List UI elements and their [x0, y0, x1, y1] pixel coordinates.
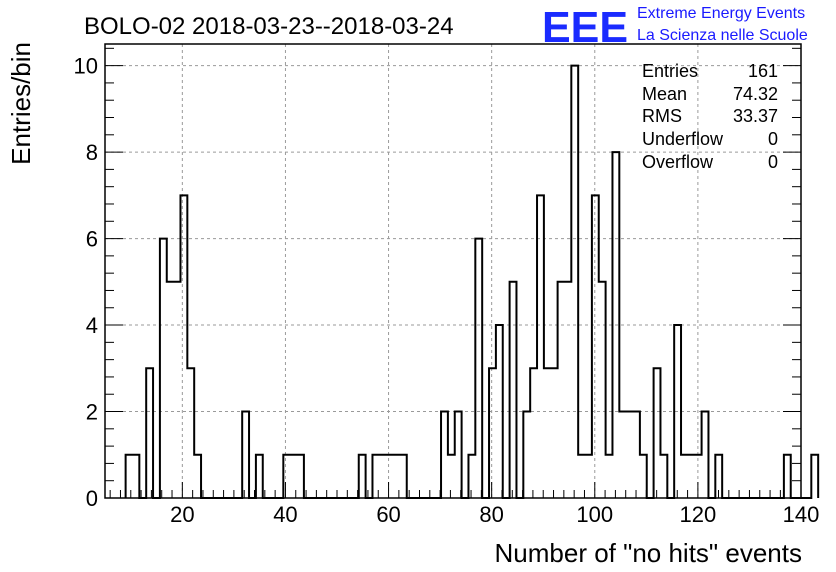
plot-frame: [104, 43, 802, 499]
histogram-bin-61: [544, 368, 551, 498]
histogram-bin-47: [448, 455, 455, 498]
histogram-bin-50: [468, 455, 475, 498]
histogram-bin-59: [530, 368, 537, 498]
x-tick-label-60: 60: [376, 502, 400, 527]
chart-title: BOLO-02 2018-03-23--2018-03-24: [84, 13, 454, 40]
histogram-bin-37: [379, 455, 386, 498]
stat-label-mean: Mean: [642, 84, 687, 104]
stat-label-underflow: Underflow: [642, 129, 724, 149]
histogram-bin-3: [146, 368, 153, 498]
logo-line-1: Extreme Energy Events: [637, 5, 805, 22]
histogram-bin-72: [619, 412, 626, 498]
histogram-bin-62: [551, 368, 558, 498]
y-tick-label-0: 0: [86, 486, 98, 511]
x-tick-label-20: 20: [170, 502, 194, 527]
stats-box: Entries 161 Mean 74.32 RMS 33.37 Underfl…: [642, 61, 778, 172]
stat-value-rms: 33.37: [733, 106, 778, 126]
stat-label-rms: RMS: [642, 106, 682, 126]
histogram-bin-23: [283, 455, 290, 498]
histogram-bin-51: [475, 239, 482, 498]
y-tick-label-4: 4: [86, 313, 98, 338]
histogram-bin-70: [606, 455, 613, 498]
stat-value-overflow: 0: [768, 152, 778, 172]
histogram-bin-9: [187, 368, 194, 498]
histogram-bin-56: [510, 282, 517, 498]
eee-logo: EEE Extreme Energy Events La Scienza nel…: [542, 3, 808, 52]
x-tick-label-120: 120: [680, 502, 717, 527]
histogram-bin-96: [784, 455, 791, 498]
histogram-bin-60: [537, 195, 544, 498]
axes: 20 40 60 80 100 120 140 0 2 4 6 8 10: [74, 43, 820, 527]
x-tick-label-140: 140: [783, 502, 820, 527]
histogram-bin-84: [702, 412, 709, 498]
stat-label-entries: Entries: [642, 61, 698, 81]
y-tick-label-2: 2: [86, 400, 98, 425]
histogram-bin-19: [256, 455, 263, 498]
histogram-bin-34: [359, 455, 366, 498]
logo-line-2: La Scienza nelle Scuole: [637, 27, 808, 44]
stat-value-entries: 161: [748, 61, 778, 81]
histogram-bin-0: [126, 455, 133, 498]
histogram-bin-81: [681, 455, 688, 498]
x-tick-label-100: 100: [576, 502, 613, 527]
histogram-bin-1: [132, 455, 139, 498]
histogram-bin-46: [441, 412, 448, 498]
histogram-bin-75: [640, 455, 647, 498]
y-tick-label-6: 6: [86, 227, 98, 252]
stat-value-mean: 74.32: [733, 84, 778, 104]
histogram-bin-78: [660, 455, 667, 498]
y-tick-label-10: 10: [74, 54, 98, 79]
y-tick-label-8: 8: [86, 140, 98, 165]
histogram-bin-10: [194, 455, 201, 498]
grid-lines: [105, 44, 802, 499]
x-tick-label-40: 40: [273, 502, 297, 527]
histogram-bin-48: [455, 412, 462, 498]
histogram-bin-8: [180, 195, 187, 498]
histogram-bin-40: [400, 455, 407, 498]
histogram-bin-58: [523, 412, 530, 498]
histogram-bin-68: [592, 195, 599, 498]
histogram-bin-100: [811, 455, 818, 498]
histogram-bin-67: [585, 455, 592, 498]
histogram-bin-63: [558, 282, 565, 498]
histogram-bin-7: [174, 282, 181, 498]
x-axis-label: Number of "no hits" events: [495, 538, 803, 568]
histogram-bin-53: [489, 368, 496, 498]
histogram-bin-73: [626, 412, 633, 498]
histogram-bin-5: [160, 239, 167, 498]
histogram-bin-82: [688, 455, 695, 498]
stat-label-overflow: Overflow: [642, 152, 714, 172]
histogram-bin-77: [654, 368, 661, 498]
histogram-bin-74: [633, 412, 640, 498]
histogram-bin-6: [167, 282, 174, 498]
y-axis-label: Entries/bin: [6, 42, 36, 165]
histogram-bin-69: [599, 282, 606, 498]
histogram-bin-25: [297, 455, 304, 498]
histogram-bin-64: [564, 282, 571, 498]
histogram-bin-38: [386, 455, 393, 498]
x-tick-label-80: 80: [479, 502, 503, 527]
histogram-bin-65: [571, 66, 578, 498]
stat-value-underflow: 0: [768, 129, 778, 149]
histogram-bin-17: [242, 412, 249, 498]
